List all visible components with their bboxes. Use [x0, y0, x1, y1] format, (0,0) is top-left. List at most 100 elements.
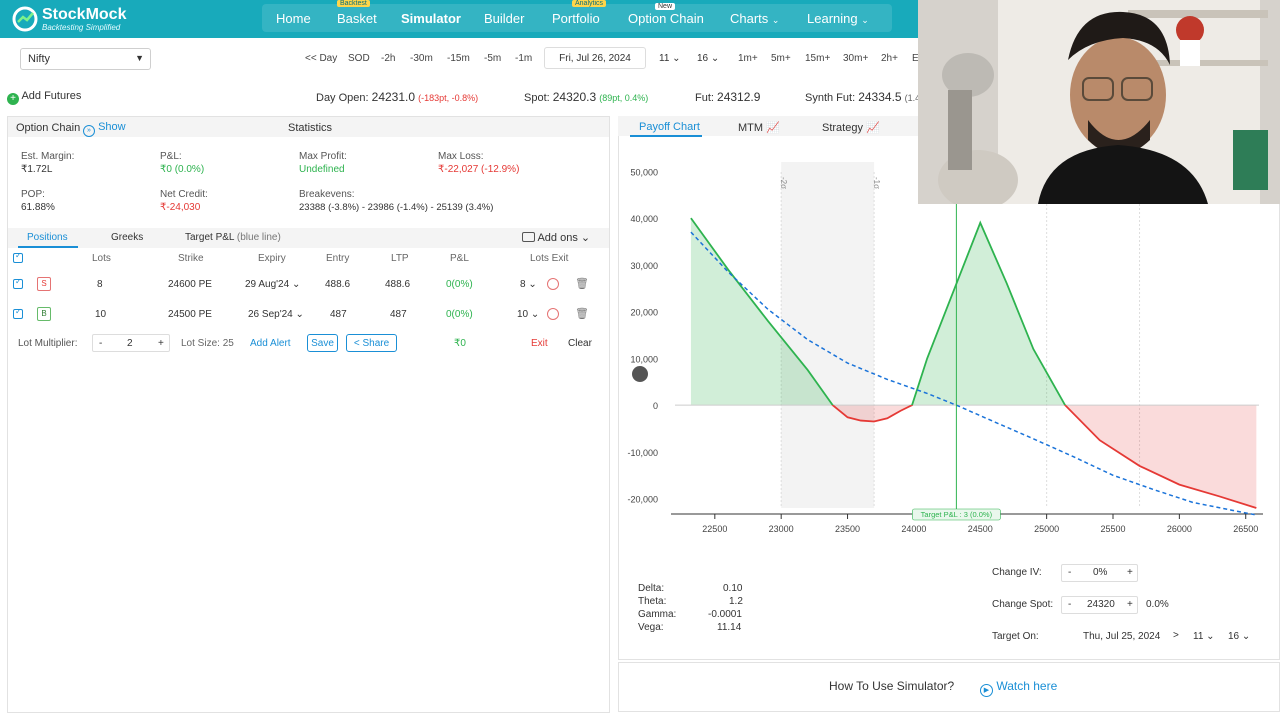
- tab-mtm[interactable]: MTM 📈: [738, 121, 780, 134]
- add-futures-button[interactable]: + Add Futures: [7, 90, 81, 105]
- tab-payoff-chart[interactable]: Payoff Chart: [639, 121, 700, 133]
- nav-simulator[interactable]: Simulator: [401, 11, 461, 26]
- change-iv-plus[interactable]: +: [1127, 567, 1133, 578]
- spot-value: 24320.3: [552, 90, 597, 104]
- plus-30m-button[interactable]: 30m+: [843, 53, 869, 64]
- vega-label: Vega:: [638, 622, 664, 633]
- col-lots: Lots: [92, 253, 111, 264]
- statistics-title: Statistics: [288, 122, 333, 134]
- trash-icon[interactable]: 🗑: [575, 308, 589, 320]
- spot-change: (89pt, 0.4%): [599, 93, 649, 103]
- row-ltp[interactable]: 488.6: [385, 279, 411, 290]
- change-spot-plus[interactable]: +: [1127, 599, 1133, 610]
- target-hour-select[interactable]: 11 ⌄: [1193, 631, 1215, 642]
- buy-badge[interactable]: B: [37, 307, 51, 321]
- change-iv-minus[interactable]: -: [1068, 567, 1072, 578]
- tab-greeks[interactable]: Greeks: [111, 232, 144, 243]
- trash-icon[interactable]: 🗑: [575, 278, 589, 290]
- lot-multiplier-plus[interactable]: +: [158, 338, 164, 349]
- nav-home[interactable]: Home: [276, 11, 311, 26]
- nav-charts[interactable]: Charts ⌄: [730, 11, 779, 26]
- minute-select[interactable]: 16 ⌄: [697, 53, 719, 64]
- prev-day-button[interactable]: << Day: [305, 53, 338, 64]
- tab-target-pnl[interactable]: Target P&L (blue line): [185, 232, 281, 243]
- sell-badge[interactable]: S: [37, 277, 51, 291]
- row-expiry[interactable]: 26 Sep'24 ⌄: [248, 309, 304, 320]
- lot-multiplier-minus[interactable]: -: [99, 338, 103, 349]
- tab-positions[interactable]: Positions: [27, 232, 68, 243]
- lot-multiplier-value[interactable]: 2: [127, 338, 133, 349]
- symbol-value: Nifty: [28, 53, 50, 65]
- change-iv-value[interactable]: 0%: [1093, 567, 1108, 578]
- chevron-right-icon[interactable]: >: [1173, 630, 1179, 641]
- delta-label: Delta:: [638, 583, 665, 594]
- row-entry[interactable]: 488.6: [325, 279, 351, 290]
- row-checkbox[interactable]: [13, 307, 23, 319]
- minus-2h-button[interactable]: -2h: [381, 53, 396, 64]
- target-pnl-tag: [912, 508, 1001, 521]
- clear-button[interactable]: Clear: [568, 338, 592, 349]
- day-open-label: Day Open:: [316, 92, 369, 104]
- exit-position-icon[interactable]: [547, 278, 559, 290]
- row-lots[interactable]: 10: [95, 309, 107, 320]
- exit-position-icon[interactable]: [547, 308, 559, 320]
- pop-label: POP:: [21, 189, 45, 200]
- row-strike[interactable]: 24600 PE: [168, 279, 212, 290]
- chart-line-icon: 📈: [766, 122, 780, 134]
- nav-learning[interactable]: Learning ⌄: [807, 11, 869, 26]
- nav-portfolio[interactable]: Portfolio: [552, 11, 600, 26]
- spot-info: Spot: 24320.3 (89pt, 0.4%): [524, 90, 648, 104]
- plus-15m-button[interactable]: 15m+: [805, 53, 831, 64]
- fut-value: 24312.9: [717, 90, 761, 104]
- row-entry[interactable]: 487: [330, 309, 347, 320]
- minus-15m-button[interactable]: -15m: [447, 53, 470, 64]
- payoff-chart[interactable]: 50,000 40,000 30,000 20,000 10,000 0 -10,000 -2…: [619, 140, 1279, 560]
- option-chain-label[interactable]: Option Chain: [16, 122, 81, 134]
- webcam-overlay: [918, 0, 1280, 204]
- row-strike[interactable]: 24500 PE: [168, 309, 212, 320]
- hour-select[interactable]: 11 ⌄: [659, 53, 681, 64]
- change-spot-minus[interactable]: -: [1068, 599, 1072, 610]
- row-checkbox[interactable]: [13, 277, 23, 289]
- date-picker[interactable]: Fri, Jul 26, 2024: [544, 47, 646, 69]
- target-date[interactable]: Thu, Jul 25, 2024: [1083, 631, 1161, 642]
- select-all-checkbox[interactable]: [13, 251, 23, 263]
- row-exit-lots[interactable]: 10 ⌄: [517, 309, 539, 320]
- plus-2h-button[interactable]: 2h+: [881, 53, 898, 64]
- row-ltp[interactable]: 487: [390, 309, 407, 320]
- x-tick-label: 25000: [1034, 524, 1059, 534]
- expiry-button[interactable]: E: [912, 53, 919, 64]
- chevron-down-icon: ⌄: [771, 15, 780, 25]
- stockmock-logo[interactable]: StockMock Backtesting Simplified: [12, 6, 126, 32]
- nav-builder[interactable]: Builder: [484, 11, 525, 26]
- minus-30m-button[interactable]: -30m: [410, 53, 433, 64]
- day-open-info: Day Open: 24231.0 (-183pt, -0.8%): [316, 90, 478, 104]
- exit-all-button[interactable]: Exit: [531, 338, 548, 349]
- plus-1m-button[interactable]: 1m+: [738, 53, 758, 64]
- change-spot-value[interactable]: 24320: [1087, 599, 1115, 610]
- row-exit-lots-value: 8: [520, 279, 526, 290]
- payoff-line-loss: [831, 405, 1257, 509]
- nav-basket[interactable]: Basket: [337, 11, 377, 26]
- row-expiry[interactable]: 29 Aug'24 ⌄: [245, 279, 300, 290]
- net-credit-label: Net Credit:: [160, 189, 208, 200]
- row-exit-lots[interactable]: 8 ⌄: [520, 279, 537, 290]
- show-option-chain-button[interactable]: » Show: [83, 121, 126, 137]
- brand-name: StockMock: [42, 5, 127, 23]
- plus-5m-button[interactable]: 5m+: [771, 53, 791, 64]
- target-minute-select[interactable]: 16 ⌄: [1228, 631, 1250, 642]
- add-alert-button[interactable]: Add Alert: [250, 338, 291, 349]
- watch-here-link[interactable]: ▶ Watch here: [980, 679, 1057, 697]
- minus-5m-button[interactable]: -5m: [484, 53, 502, 64]
- sod-button[interactable]: SOD: [348, 53, 370, 64]
- synth-value: 24334.5: [858, 90, 902, 104]
- est-margin-label: Est. Margin:: [21, 151, 75, 162]
- share-button[interactable]: < Share: [346, 334, 397, 352]
- save-button[interactable]: Save: [307, 334, 338, 352]
- minus-1m-button[interactable]: -1m: [515, 53, 533, 64]
- tab-strategy[interactable]: Strategy 📈: [822, 121, 880, 134]
- row-lots[interactable]: 8: [97, 279, 103, 290]
- add-ons-dropdown[interactable]: Add ons ⌄: [522, 231, 590, 244]
- symbol-select[interactable]: Nifty ▼: [20, 48, 151, 70]
- nav-option-chain[interactable]: Option Chain: [628, 11, 704, 26]
